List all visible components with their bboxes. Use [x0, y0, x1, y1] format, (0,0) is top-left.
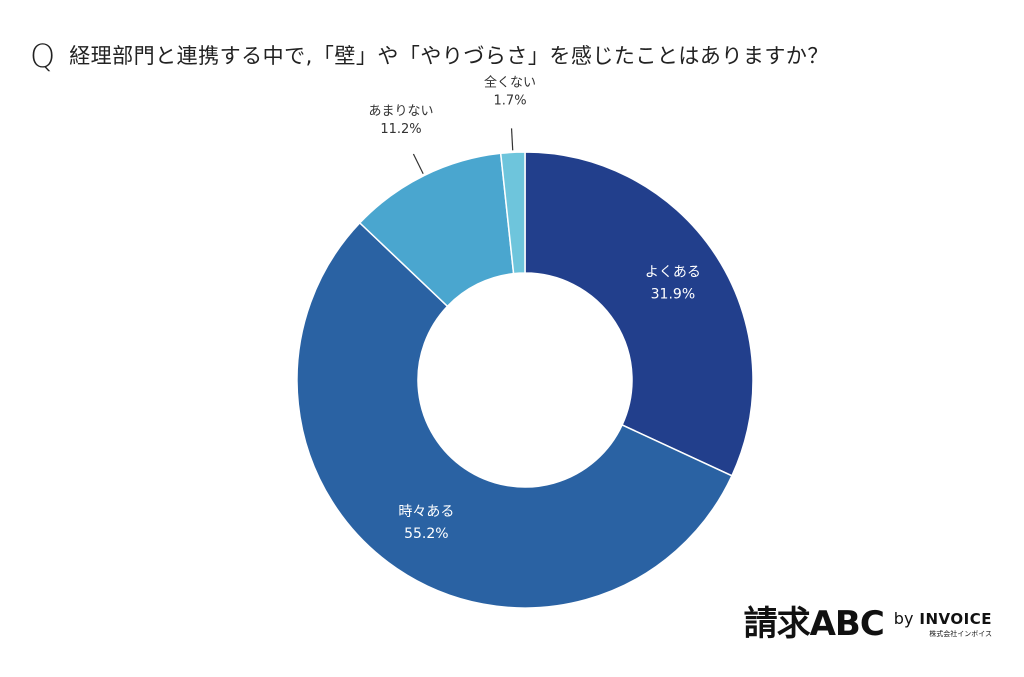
brand-name: 請求ABC — [743, 604, 885, 644]
slice-value-3: 1.7% — [494, 93, 527, 108]
slice-label-1: 時々ある — [398, 504, 454, 520]
slice-label-0: よくある — [645, 264, 701, 280]
leader-line-2 — [412, 153, 424, 175]
brand-company: INVOICE — [919, 610, 992, 628]
slice-label-3: 全くない — [484, 74, 536, 90]
slice-label-2: あまりない — [369, 104, 434, 119]
brand-company-sub: 株式会社インボイス — [929, 630, 992, 638]
q-mark: Q — [30, 37, 56, 75]
slice-0 — [524, 151, 754, 477]
slice-3 — [499, 151, 526, 275]
brand-by: by — [893, 609, 914, 628]
slice-value-1: 55.2% — [404, 526, 448, 542]
question-header: Q 経理部門と連携する中で,「壁」や「やりづらさ」を感じたことはありますか？ — [30, 40, 829, 72]
leader-line-3 — [510, 128, 514, 151]
slice-1 — [296, 221, 733, 609]
brand-company-block: by INVOICE 株式会社インボイス — [894, 609, 992, 641]
slice-value-2: 11.2% — [380, 122, 421, 137]
brand-logo: 請求ABC by INVOICE 株式会社インボイス — [744, 607, 992, 641]
slice-value-0: 31.9% — [651, 286, 695, 302]
question-text: 経理部門と連携する中で,「壁」や「やりづらさ」を感じたことはありますか？ — [69, 43, 829, 68]
